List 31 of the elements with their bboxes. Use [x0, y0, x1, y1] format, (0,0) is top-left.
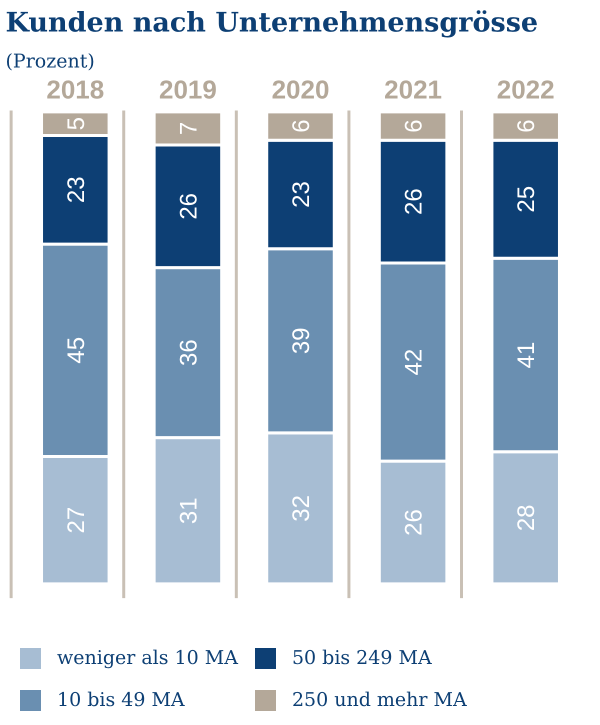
data-label: 5	[62, 117, 90, 130]
data-label: 26	[400, 509, 428, 536]
x-tick-label: 2021	[384, 74, 442, 104]
data-label: 23	[62, 176, 90, 204]
data-label: 26	[400, 188, 428, 215]
data-label: 7	[175, 122, 202, 136]
x-tick-label: 2020	[272, 74, 330, 104]
data-label: 28	[513, 504, 540, 532]
data-label: 32	[288, 495, 315, 522]
legend-label: 10 bis 49 MA	[57, 689, 185, 711]
data-label: 6	[513, 119, 540, 133]
data-label: 45	[62, 336, 90, 364]
data-label: 41	[513, 342, 540, 368]
legend-label: weniger als 10 MA	[57, 647, 238, 669]
data-label: 31	[175, 497, 202, 524]
data-label: 6	[400, 119, 428, 133]
data-label: 25	[513, 186, 540, 213]
data-label: 42	[400, 348, 428, 376]
data-label: 6	[288, 119, 315, 133]
data-label: 26	[175, 192, 202, 220]
x-tick-label: 2019	[158, 74, 217, 104]
x-tick-label: 2022	[496, 74, 555, 104]
data-label: 36	[175, 339, 202, 366]
data-label: 27	[62, 506, 90, 534]
data-label: 39	[288, 327, 315, 354]
legend-label: 250 und mehr MA	[292, 689, 467, 711]
x-tick-label: 2018	[46, 74, 104, 104]
data-label: 23	[288, 181, 315, 208]
chart-subtitle: (Prozent)	[6, 50, 95, 72]
legend-label: 50 bis 249 MA	[292, 647, 432, 669]
chart-title: Kunden nach Unternehmensgrösse	[6, 8, 538, 38]
